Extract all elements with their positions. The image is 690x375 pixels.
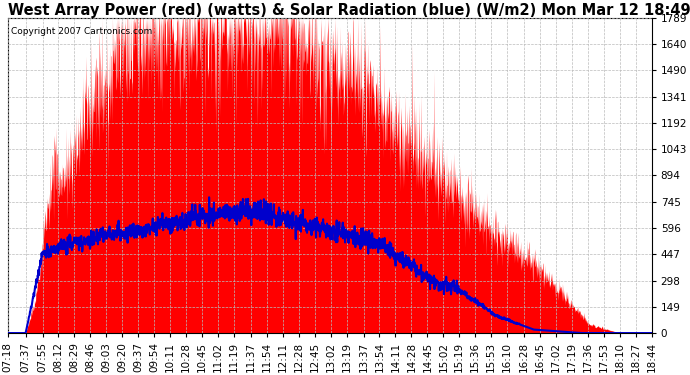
Text: West Array Power (red) (watts) & Solar Radiation (blue) (W/m2) Mon Mar 12 18:49: West Array Power (red) (watts) & Solar R… (8, 3, 690, 18)
Text: Copyright 2007 Cartronics.com: Copyright 2007 Cartronics.com (11, 27, 152, 36)
